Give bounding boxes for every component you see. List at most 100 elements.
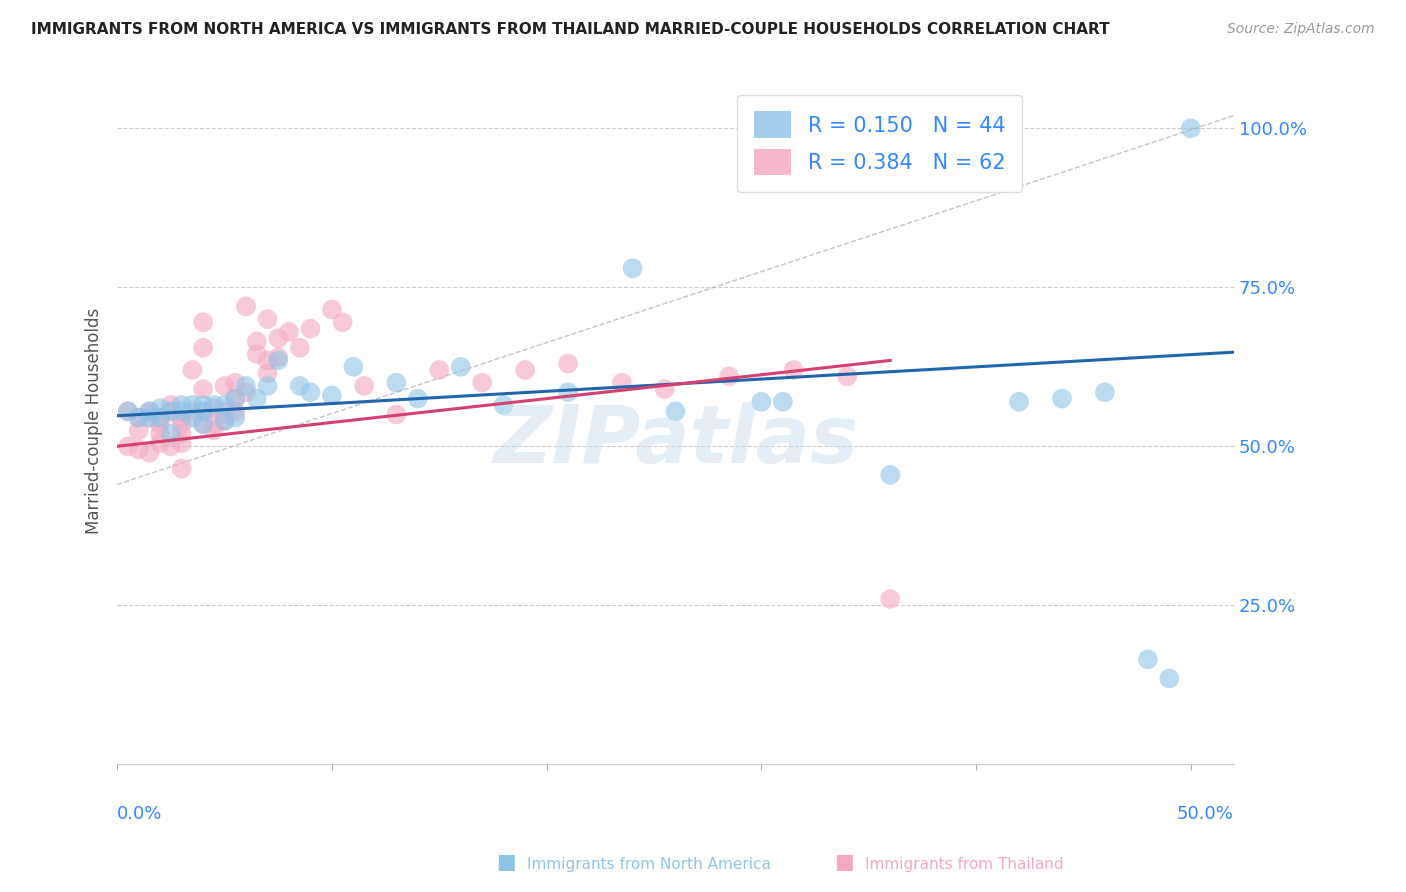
- Point: [138, 410, 160, 425]
- Point: [149, 417, 172, 431]
- Point: [557, 357, 579, 371]
- Point: [515, 363, 537, 377]
- Point: [879, 467, 901, 482]
- Point: [128, 424, 150, 438]
- Point: [837, 369, 859, 384]
- Point: [191, 417, 214, 431]
- Legend: R = 0.150   N = 44, R = 0.384   N = 62: R = 0.150 N = 44, R = 0.384 N = 62: [737, 95, 1022, 192]
- Point: [138, 404, 160, 418]
- Point: [321, 302, 343, 317]
- Point: [621, 261, 644, 276]
- Point: [128, 410, 150, 425]
- Text: Source: ZipAtlas.com: Source: ZipAtlas.com: [1227, 22, 1375, 37]
- Point: [214, 404, 236, 418]
- Point: [149, 410, 172, 425]
- Point: [332, 315, 354, 329]
- Point: [1050, 392, 1073, 406]
- Point: [128, 410, 150, 425]
- Text: 50.0%: 50.0%: [1177, 805, 1234, 823]
- Point: [427, 363, 450, 377]
- Point: [160, 398, 183, 412]
- Point: [654, 382, 676, 396]
- Point: [191, 382, 214, 396]
- Text: ■: ■: [496, 853, 516, 872]
- Point: [170, 410, 193, 425]
- Point: [202, 417, 225, 431]
- Point: [256, 312, 278, 326]
- Point: [718, 369, 741, 384]
- Point: [751, 394, 773, 409]
- Point: [879, 591, 901, 606]
- Point: [267, 353, 290, 368]
- Point: [191, 417, 214, 431]
- Point: [170, 417, 193, 431]
- Point: [160, 426, 183, 441]
- Point: [1094, 385, 1116, 400]
- Point: [160, 404, 183, 418]
- Point: [224, 392, 246, 406]
- Point: [342, 359, 364, 374]
- Point: [149, 410, 172, 425]
- Point: [138, 404, 160, 418]
- Point: [267, 331, 290, 345]
- Point: [202, 401, 225, 416]
- Point: [181, 398, 204, 412]
- Point: [288, 379, 311, 393]
- Point: [224, 392, 246, 406]
- Text: ■: ■: [834, 853, 853, 872]
- Point: [170, 426, 193, 441]
- Point: [288, 341, 311, 355]
- Point: [1136, 652, 1159, 666]
- Point: [246, 392, 269, 406]
- Point: [128, 442, 150, 457]
- Point: [149, 426, 172, 441]
- Point: [235, 379, 257, 393]
- Point: [117, 439, 139, 453]
- Point: [170, 398, 193, 412]
- Text: Immigrants from North America: Immigrants from North America: [527, 857, 770, 872]
- Point: [214, 379, 236, 393]
- Point: [170, 461, 193, 475]
- Point: [170, 436, 193, 450]
- Point: [256, 366, 278, 380]
- Point: [117, 404, 139, 418]
- Point: [1180, 121, 1202, 136]
- Point: [450, 359, 472, 374]
- Point: [117, 404, 139, 418]
- Point: [181, 410, 204, 425]
- Point: [138, 445, 160, 459]
- Point: [235, 299, 257, 313]
- Text: IMMIGRANTS FROM NORTH AMERICA VS IMMIGRANTS FROM THAILAND MARRIED-COUPLE HOUSEHO: IMMIGRANTS FROM NORTH AMERICA VS IMMIGRA…: [31, 22, 1109, 37]
- Point: [299, 321, 322, 335]
- Y-axis label: Married-couple Households: Married-couple Households: [86, 308, 103, 534]
- Point: [782, 363, 804, 377]
- Point: [1159, 672, 1181, 686]
- Text: 0.0%: 0.0%: [117, 805, 163, 823]
- Point: [191, 315, 214, 329]
- Point: [267, 351, 290, 365]
- Point: [191, 404, 214, 418]
- Point: [149, 436, 172, 450]
- Point: [160, 404, 183, 418]
- Point: [256, 353, 278, 368]
- Point: [321, 388, 343, 402]
- Point: [191, 341, 214, 355]
- Point: [256, 379, 278, 393]
- Point: [214, 414, 236, 428]
- Point: [138, 410, 160, 425]
- Point: [214, 398, 236, 412]
- Point: [406, 392, 429, 406]
- Point: [385, 376, 408, 390]
- Point: [299, 385, 322, 400]
- Point: [191, 398, 214, 412]
- Point: [181, 363, 204, 377]
- Point: [191, 404, 214, 418]
- Text: Immigrants from Thailand: Immigrants from Thailand: [865, 857, 1063, 872]
- Text: ZIPatlas: ZIPatlas: [494, 402, 858, 481]
- Point: [170, 404, 193, 418]
- Point: [202, 424, 225, 438]
- Point: [224, 376, 246, 390]
- Point: [278, 325, 301, 339]
- Point: [181, 404, 204, 418]
- Point: [160, 439, 183, 453]
